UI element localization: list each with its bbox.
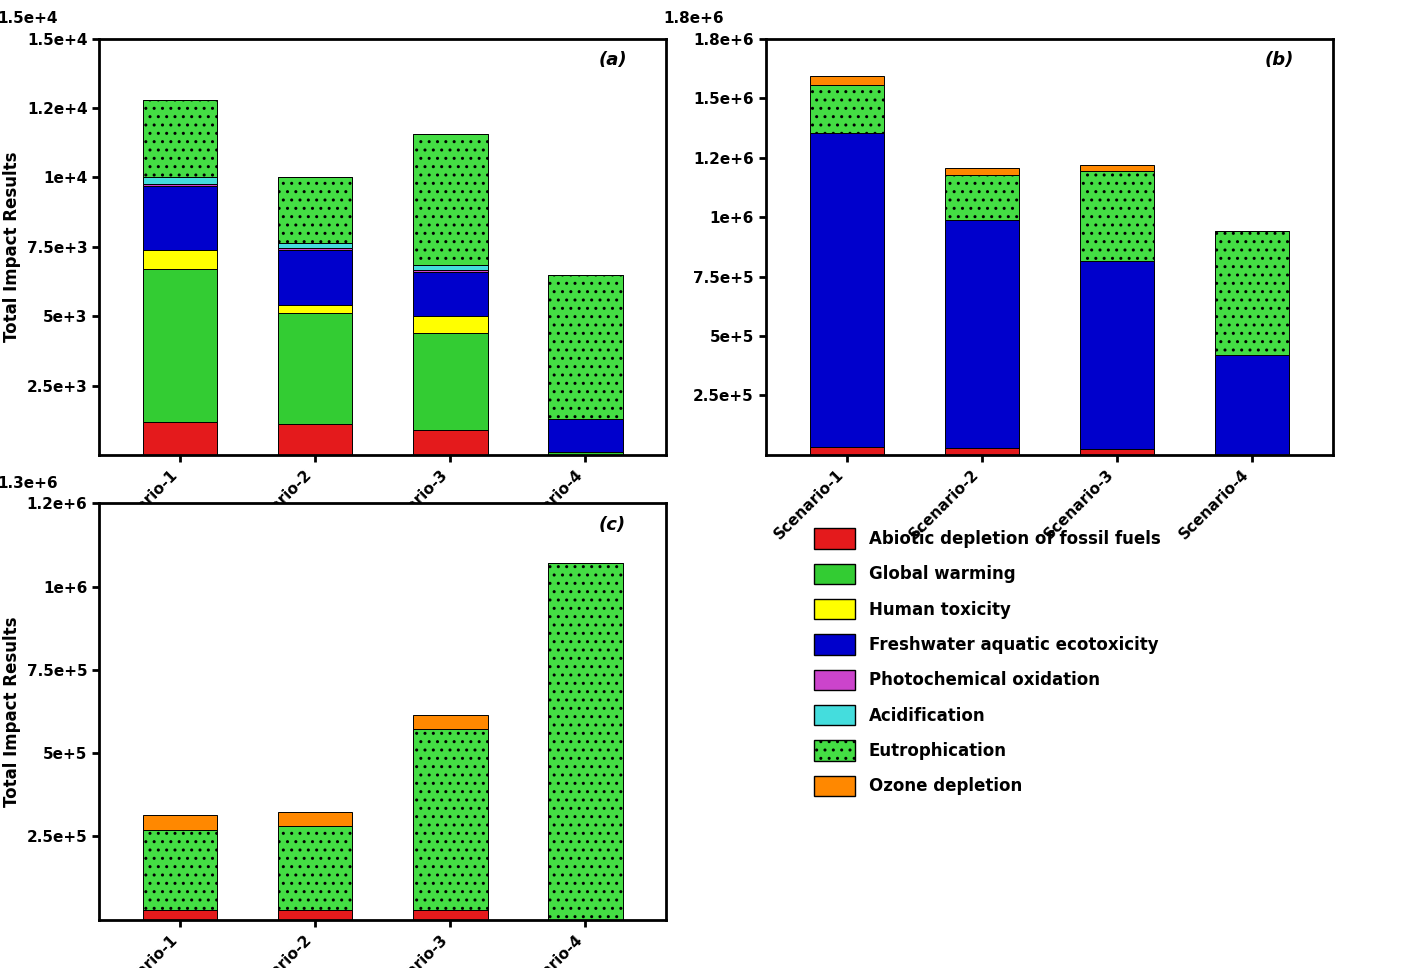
Bar — [143, 250, 217, 269]
Bar — [413, 715, 488, 729]
Bar — [944, 167, 1020, 175]
Bar — [278, 305, 353, 314]
Bar — [143, 186, 217, 250]
Bar — [278, 827, 353, 910]
Bar — [413, 264, 488, 270]
Bar — [413, 317, 488, 333]
Bar — [810, 446, 883, 455]
Bar — [944, 448, 1020, 455]
Bar — [1079, 170, 1154, 261]
Bar — [278, 243, 353, 248]
Bar — [278, 812, 353, 827]
Bar — [810, 133, 883, 446]
Bar — [810, 76, 883, 85]
Bar — [143, 177, 217, 184]
Bar — [810, 85, 883, 133]
Y-axis label: Total Impact Results: Total Impact Results — [3, 152, 21, 342]
Bar — [413, 333, 488, 430]
Bar — [549, 452, 623, 455]
Bar — [278, 177, 353, 243]
Bar — [549, 275, 623, 419]
Bar — [549, 419, 623, 452]
Bar — [278, 250, 353, 305]
Bar — [1215, 231, 1289, 355]
Bar — [1215, 355, 1289, 455]
Text: 1.5e+4: 1.5e+4 — [0, 12, 58, 26]
Y-axis label: Total Impact Results: Total Impact Results — [3, 617, 21, 806]
Text: 1.3e+6: 1.3e+6 — [0, 476, 58, 491]
Bar — [143, 815, 217, 830]
Bar — [944, 220, 1020, 448]
Bar — [143, 830, 217, 910]
Bar — [143, 422, 217, 455]
Text: (b): (b) — [1265, 51, 1295, 69]
Legend: Abiotic depletion of fossil fuels, Global warming, Human toxicity, Freshwater aq: Abiotic depletion of fossil fuels, Globa… — [805, 520, 1168, 804]
Text: (a): (a) — [598, 51, 627, 69]
Bar — [413, 910, 488, 920]
Bar — [413, 270, 488, 272]
Bar — [143, 184, 217, 186]
Bar — [278, 910, 353, 920]
Text: 1.8e+6: 1.8e+6 — [664, 12, 725, 26]
Bar — [413, 729, 488, 910]
Bar — [143, 100, 217, 177]
Bar — [278, 248, 353, 250]
Text: (c): (c) — [598, 516, 625, 533]
Bar — [143, 910, 217, 920]
Bar — [413, 272, 488, 317]
Bar — [1079, 449, 1154, 455]
Bar — [143, 269, 217, 422]
Bar — [549, 563, 623, 920]
Bar — [278, 424, 353, 455]
Bar — [278, 314, 353, 424]
Bar — [413, 135, 488, 264]
Bar — [1079, 165, 1154, 170]
Bar — [944, 175, 1020, 220]
Bar — [413, 430, 488, 455]
Bar — [1079, 261, 1154, 449]
